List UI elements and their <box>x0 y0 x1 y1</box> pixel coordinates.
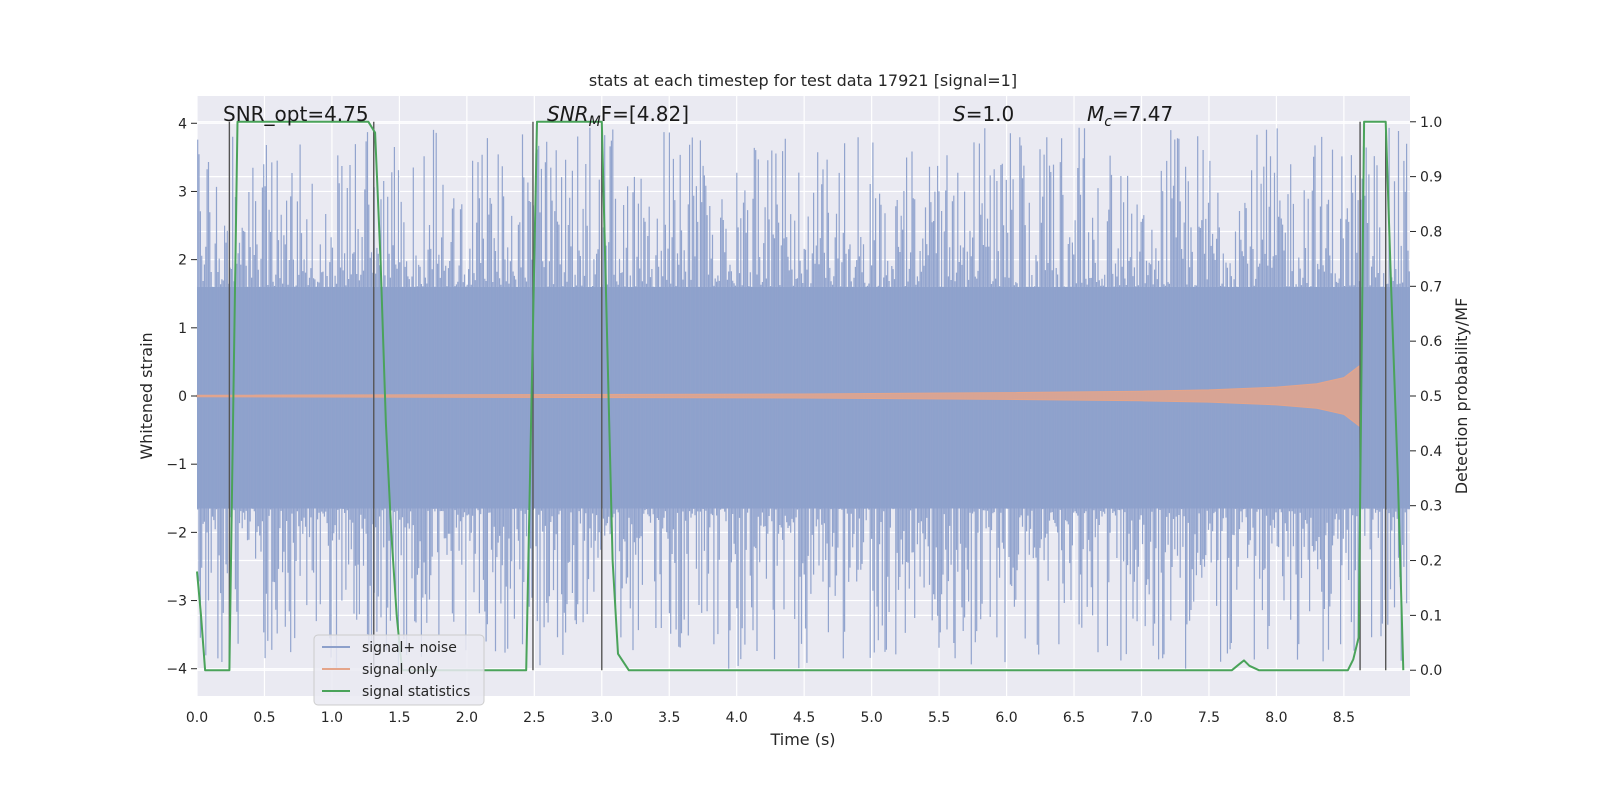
legend: signal+ noise signal only signal statist… <box>313 634 485 706</box>
x-axis-label: Time (s) <box>769 730 835 749</box>
x-tick-label: 3.0 <box>591 710 613 726</box>
x-tick-label: 5.5 <box>928 710 950 726</box>
x-tick-label: 7.5 <box>1198 710 1220 726</box>
mc-annotation: Mc=7.47 <box>1087 102 1173 130</box>
x-tick-label: 1.0 <box>321 710 343 726</box>
right-tick-label: 0.3 <box>1420 499 1442 515</box>
right-axis-ticks: 1.0 0.9 0.8 0.7 0.6 0.5 0.4 0.3 0.2 0.1 0.0 <box>1410 115 1442 679</box>
right-tick-label: 0.4 <box>1420 444 1442 460</box>
y-tick-label: −3 <box>166 594 187 610</box>
snr-mf-subscript: M <box>589 114 601 130</box>
right-tick-label: 0.9 <box>1420 170 1442 186</box>
s-annotation: S=1.0 <box>953 102 1014 126</box>
x-tick-label: 8.0 <box>1265 710 1287 726</box>
chart-title: stats at each timestep for test data 179… <box>589 71 1017 90</box>
mc-base: M <box>1087 102 1104 126</box>
x-tick-label: 0.5 <box>253 710 275 726</box>
y-tick-label: 2 <box>178 253 187 269</box>
x-tick-label: 4.5 <box>793 710 815 726</box>
right-y-axis-label: Detection probability/MF <box>1452 298 1471 495</box>
snr-mf-value: F=[4.82] <box>601 102 689 126</box>
mc-subscript: c <box>1104 114 1112 130</box>
x-tick-label: 2.5 <box>523 710 545 726</box>
s-base: S <box>953 102 966 126</box>
x-tick-label: 4.0 <box>726 710 748 726</box>
x-tick-label: 5.0 <box>861 710 883 726</box>
right-tick-label: 0.0 <box>1420 663 1442 679</box>
x-tick-label: 3.5 <box>658 710 680 726</box>
right-tick-label: 0.7 <box>1420 279 1442 295</box>
mc-value: =7.47 <box>1112 102 1173 126</box>
x-tick-label: 8.5 <box>1333 710 1355 726</box>
x-axis-ticks: 0.0 0.5 1.0 1.5 2.0 2.5 3.0 3.5 4.0 4.5 5.0 5.5 6.0 6… <box>186 710 1355 726</box>
y-axis-ticks: 4 3 2 1 0 −1 −2 −3 −4 <box>166 116 197 678</box>
y-tick-label: 4 <box>178 116 187 132</box>
y-tick-label: 1 <box>178 321 187 337</box>
x-tick-label: 2.0 <box>456 710 478 726</box>
signal-statistics-line <box>196 120 1405 672</box>
x-tick-label: 1.5 <box>388 710 410 726</box>
x-tick-label: 6.0 <box>995 710 1017 726</box>
y-tick-label: −4 <box>166 662 187 678</box>
snr-mf-base: SNR <box>547 102 589 126</box>
y-tick-label: 0 <box>178 389 187 405</box>
legend-label-signal-only: signal only <box>362 662 437 678</box>
x-tick-label: 0.0 <box>186 710 208 726</box>
legend-label-signal-statistics: signal statistics <box>362 684 470 700</box>
snr-opt-annotation: SNR_opt=4.75 <box>223 102 369 126</box>
right-tick-label: 0.1 <box>1420 608 1442 624</box>
y-tick-label: −1 <box>166 457 187 473</box>
right-tick-label: 0.8 <box>1420 224 1442 240</box>
legend-box <box>313 634 485 706</box>
right-tick-label: 1.0 <box>1420 115 1442 131</box>
right-tick-label: 0.6 <box>1420 334 1442 350</box>
signal-statistics-series <box>196 120 1405 672</box>
legend-label-signal-noise: signal+ noise <box>362 640 457 656</box>
right-tick-label: 0.2 <box>1420 554 1442 570</box>
y-tick-label: 3 <box>178 184 187 200</box>
x-tick-label: 6.5 <box>1063 710 1085 726</box>
x-tick-label: 7.0 <box>1130 710 1152 726</box>
s-value: =1.0 <box>966 102 1015 126</box>
y-axis-label: Whitened strain <box>137 332 156 459</box>
snr-mf-annotation: SNRMF=[4.82] <box>547 102 689 130</box>
y-tick-label: −2 <box>166 525 187 541</box>
right-tick-label: 0.5 <box>1420 389 1442 405</box>
